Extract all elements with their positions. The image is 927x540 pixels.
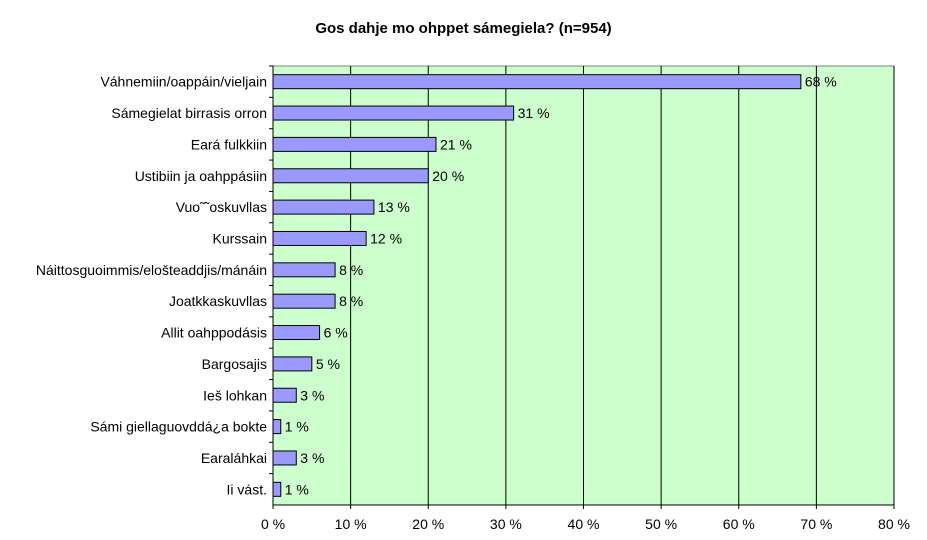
data-label-13: 1 % xyxy=(285,481,309,497)
category-label-2: Eará fulkkiin xyxy=(191,136,267,152)
category-label-12: Earaláhkai xyxy=(201,450,267,466)
x-axis-ticks: 0 % 10 % 20 % 30 % 40 % 50 % 60 % 70 % 80 % xyxy=(261,505,910,532)
bar-10 xyxy=(272,387,297,403)
data-label-9: 5 % xyxy=(316,356,340,372)
data-label-0: 68 % xyxy=(805,74,837,90)
data-label-4: 13 % xyxy=(378,199,410,215)
bar-2 xyxy=(272,136,437,152)
category-label-4: Vuo˜˜oskuvllas xyxy=(176,199,267,215)
category-labels: Váhnemiin/oappáin/vieljain Sámegielat bir… xyxy=(36,74,267,498)
bar-3 xyxy=(272,168,429,184)
x-tick-label-40: 40 % xyxy=(568,516,600,532)
category-label-10: Ieš lohkan xyxy=(203,387,267,403)
value-labels: 68 % 31 % 21 % 20 % 13 % 12 % 8 % 8 % 6 % 5 % 3 % 1… xyxy=(285,74,837,498)
x-tick-label-30: 30 % xyxy=(490,516,522,532)
x-tick-label-0: 0 % xyxy=(261,516,285,532)
data-label-1: 31 % xyxy=(518,105,550,121)
bar-5 xyxy=(272,230,367,246)
data-label-6: 8 % xyxy=(339,262,363,278)
data-label-11: 1 % xyxy=(285,419,309,435)
x-tick-label-60: 60 % xyxy=(723,516,755,532)
category-label-1: Sámegielat birrasis orron xyxy=(111,105,267,121)
category-label-8: Allit oahppodásis xyxy=(161,325,267,341)
bar-13 xyxy=(272,481,282,497)
category-label-13: Ii vást. xyxy=(227,481,267,497)
category-label-5: Kurssain xyxy=(213,230,267,246)
data-label-7: 8 % xyxy=(339,293,363,309)
bar-6 xyxy=(272,262,336,278)
x-tick-label-20: 20 % xyxy=(412,516,444,532)
bar-9 xyxy=(272,356,313,372)
bar-11 xyxy=(272,419,282,435)
data-label-10: 3 % xyxy=(300,387,324,403)
x-tick-label-70: 70 % xyxy=(800,516,832,532)
data-label-5: 12 % xyxy=(370,230,402,246)
x-tick-label-50: 50 % xyxy=(645,516,677,532)
category-label-0: Váhnemiin/oappáin/vieljain xyxy=(100,74,267,90)
category-label-6: Náittosguoimmis/elošteaddjis/mánáin xyxy=(36,262,267,278)
category-label-3: Ustibiin ja oahppásiin xyxy=(135,168,267,184)
data-label-12: 3 % xyxy=(300,450,324,466)
category-label-9: Bargosajis xyxy=(202,356,267,372)
bar-4 xyxy=(272,199,375,215)
bar-1 xyxy=(272,105,515,121)
category-label-7: Joatkkaskuvllas xyxy=(169,293,267,309)
category-label-11: Sámi giellaguovddá¿a bokte xyxy=(90,419,267,435)
bar-12 xyxy=(272,450,297,466)
x-tick-label-80: 80 % xyxy=(878,516,910,532)
x-tick-label-10: 10 % xyxy=(335,516,367,532)
chart-title: Gos dahje mo ohppet sámegiela? (n=954) xyxy=(315,20,612,37)
bar-7 xyxy=(272,293,336,309)
data-label-3: 20 % xyxy=(432,168,464,184)
bar-8 xyxy=(272,325,321,341)
data-label-8: 6 % xyxy=(324,325,348,341)
bars xyxy=(272,74,802,497)
data-label-2: 21 % xyxy=(440,136,472,152)
bar-0 xyxy=(272,74,802,90)
